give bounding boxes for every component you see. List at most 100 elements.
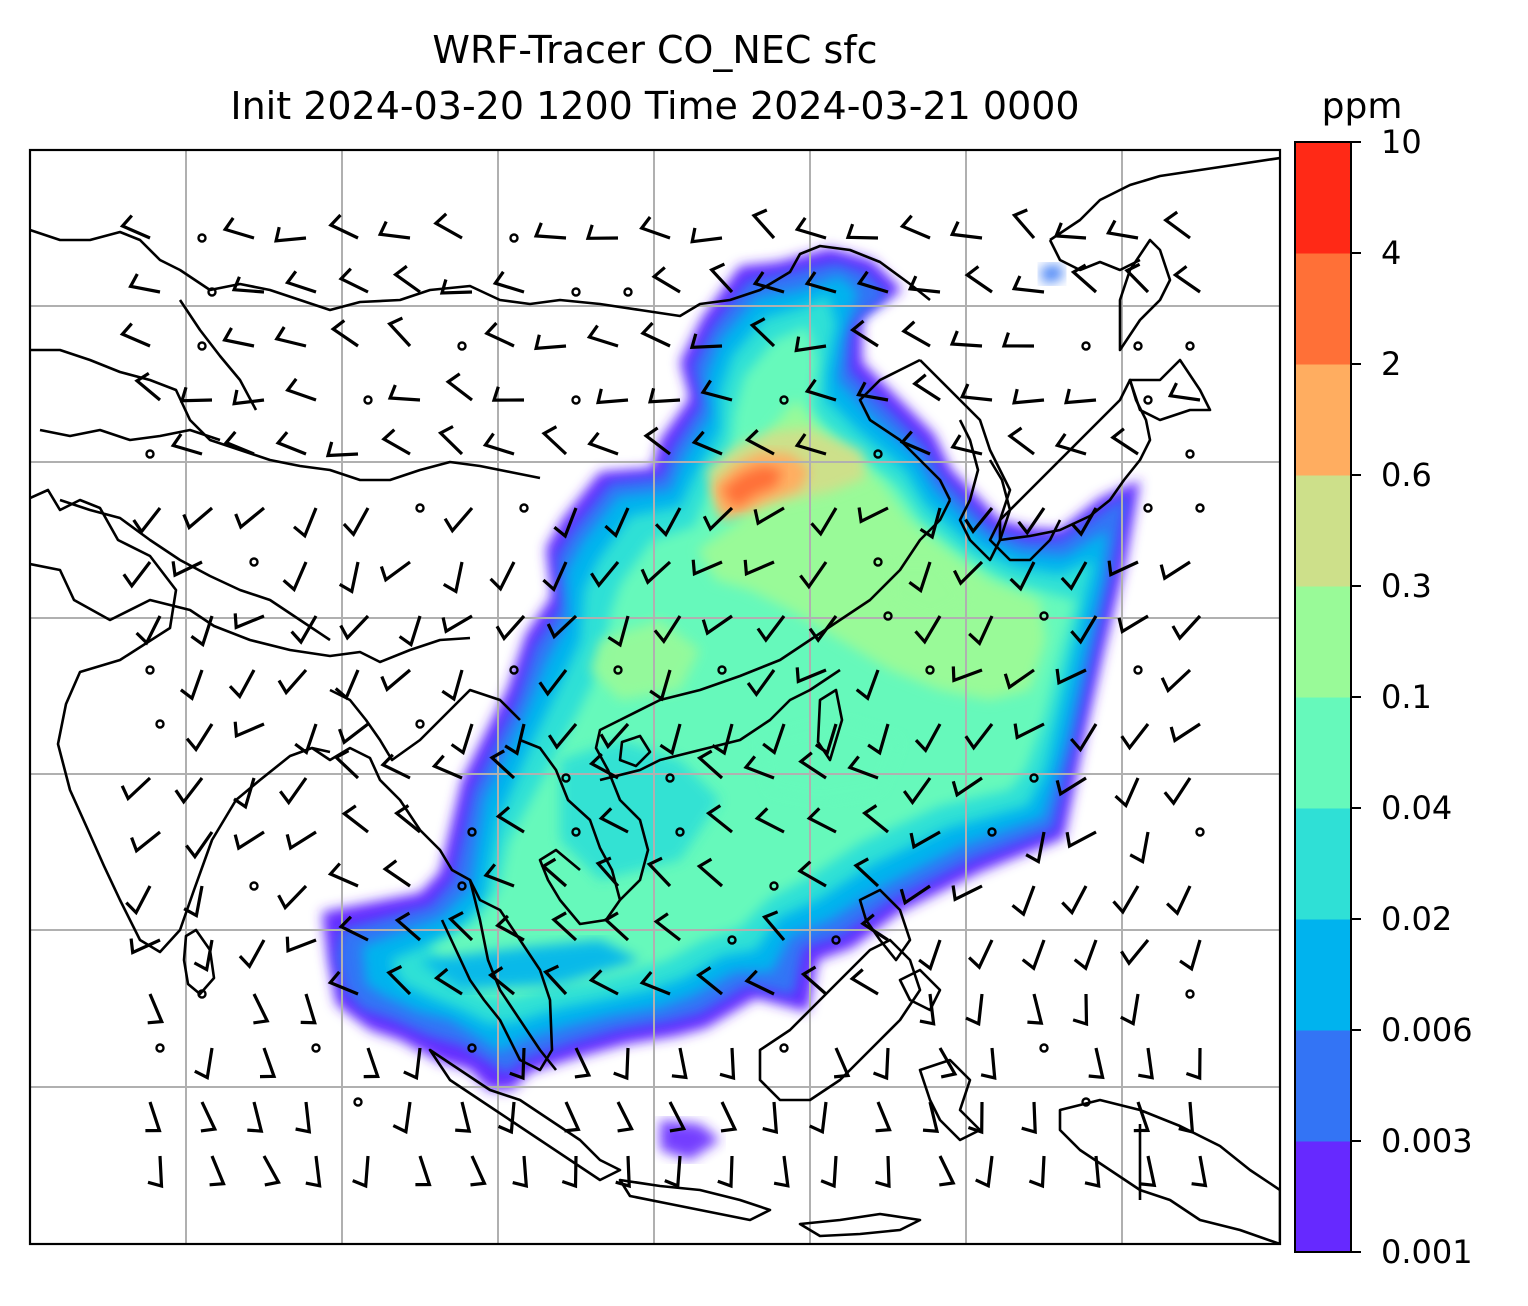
coastline-segment bbox=[618, 734, 652, 768]
wind-barb bbox=[328, 213, 359, 240]
wind-barb-calm bbox=[571, 287, 581, 297]
wind-barb bbox=[799, 561, 828, 590]
wind-barb bbox=[379, 560, 411, 583]
wind-barb bbox=[1070, 263, 1098, 294]
wind-barb-calm bbox=[207, 287, 217, 297]
wind-barb bbox=[262, 1155, 281, 1187]
wind-barb bbox=[1053, 222, 1087, 240]
wind-barb bbox=[1129, 831, 1150, 864]
wind-barb bbox=[603, 911, 630, 942]
wind-barb bbox=[588, 969, 619, 996]
wind-barb bbox=[441, 669, 464, 702]
wind-barb bbox=[275, 431, 307, 456]
wind-barb bbox=[228, 669, 256, 700]
wind-barb bbox=[327, 970, 359, 996]
wind-barb bbox=[483, 863, 515, 888]
colorbar-bin bbox=[1295, 142, 1351, 254]
coastline-segment bbox=[39, 428, 221, 442]
coastline-segment bbox=[178, 299, 258, 411]
wind-barb bbox=[259, 1047, 277, 1079]
wind-barb bbox=[363, 1047, 380, 1079]
colorbar-tick-label: 4 bbox=[1381, 234, 1401, 272]
wind-barb bbox=[147, 1155, 164, 1189]
wind-barb bbox=[598, 807, 629, 834]
wind-barb bbox=[1172, 265, 1201, 294]
wind-barb bbox=[711, 723, 734, 756]
wind-barb bbox=[1007, 426, 1035, 456]
wind-barb bbox=[285, 936, 317, 953]
coastline-segment bbox=[1128, 358, 1212, 422]
wind-barb bbox=[749, 317, 776, 348]
wind-barb bbox=[613, 1047, 630, 1081]
wind-barb bbox=[247, 1101, 264, 1133]
wind-barb bbox=[450, 723, 474, 756]
wind-barb bbox=[615, 1155, 631, 1189]
wind-barb bbox=[909, 830, 941, 850]
wind-barb bbox=[392, 1101, 412, 1135]
wind-barb bbox=[1061, 885, 1088, 916]
wind-barb bbox=[542, 561, 568, 593]
wind-barb bbox=[1011, 208, 1036, 240]
wind-barb bbox=[495, 806, 525, 834]
wind-barb bbox=[762, 1101, 779, 1134]
wind-barb bbox=[489, 749, 516, 780]
wind-barb bbox=[504, 723, 526, 756]
wind-barb bbox=[690, 227, 723, 244]
wind-barb bbox=[130, 830, 161, 854]
wind-barb bbox=[1163, 777, 1192, 806]
wind-barb bbox=[122, 561, 152, 589]
wind-barb bbox=[587, 431, 619, 456]
wind-barb bbox=[252, 993, 270, 1025]
colorbar-bin bbox=[1295, 919, 1351, 1031]
wind-barb bbox=[179, 386, 213, 403]
wind-barb bbox=[696, 857, 724, 888]
wind-barb bbox=[719, 1047, 736, 1081]
wind-barb bbox=[482, 432, 515, 456]
wind-barb bbox=[279, 777, 308, 806]
wind-barb-calm bbox=[519, 503, 529, 513]
wind-barb bbox=[773, 1155, 790, 1188]
wind-barb bbox=[949, 330, 983, 348]
wind-barb bbox=[129, 938, 161, 955]
wind-barb bbox=[640, 560, 672, 585]
wind-barb bbox=[185, 723, 214, 753]
wind-barb bbox=[341, 804, 369, 834]
colorbar-tick-label: 0.1 bbox=[1381, 678, 1432, 716]
coastline-segment bbox=[468, 879, 558, 1071]
coastline-segment bbox=[594, 718, 650, 901]
wind-barb bbox=[145, 1101, 162, 1133]
wind-barb bbox=[596, 388, 629, 405]
wind-barb bbox=[647, 387, 681, 404]
coastline-segment bbox=[798, 1212, 922, 1238]
wind-barb-calm bbox=[1081, 341, 1091, 351]
wind-barb bbox=[330, 319, 359, 348]
wind-barb bbox=[431, 754, 463, 780]
wind-barb bbox=[487, 966, 516, 996]
wind-barb bbox=[327, 862, 359, 888]
wind-barb bbox=[551, 911, 578, 942]
wind-barb-calm bbox=[727, 935, 737, 945]
wind-barb bbox=[951, 776, 983, 798]
wind-barb-calm bbox=[613, 665, 623, 675]
wind-barb bbox=[277, 884, 308, 911]
wind-barb bbox=[1017, 507, 1046, 536]
wind-barb bbox=[938, 1155, 956, 1187]
wind-barb-calm bbox=[1185, 449, 1195, 459]
wind-barb bbox=[171, 560, 203, 578]
wind-barb-calm bbox=[1133, 341, 1143, 351]
wind-barb bbox=[534, 334, 567, 351]
wind-barb bbox=[919, 507, 942, 540]
wind-barb bbox=[616, 1101, 634, 1133]
wind-barb bbox=[855, 669, 880, 701]
wind-barb bbox=[800, 965, 828, 996]
wind-barb bbox=[295, 1101, 312, 1134]
colorbar-tick-label: 0.3 bbox=[1381, 567, 1432, 605]
wind-barb bbox=[794, 433, 827, 456]
contour-patch bbox=[590, 620, 700, 700]
wind-barb bbox=[798, 751, 827, 780]
wind-barb-calm bbox=[457, 341, 467, 351]
wind-barb bbox=[975, 1155, 994, 1189]
wind-barb bbox=[382, 859, 411, 888]
wind-barb-calm bbox=[363, 395, 373, 405]
wind-barb-calm bbox=[509, 665, 519, 675]
